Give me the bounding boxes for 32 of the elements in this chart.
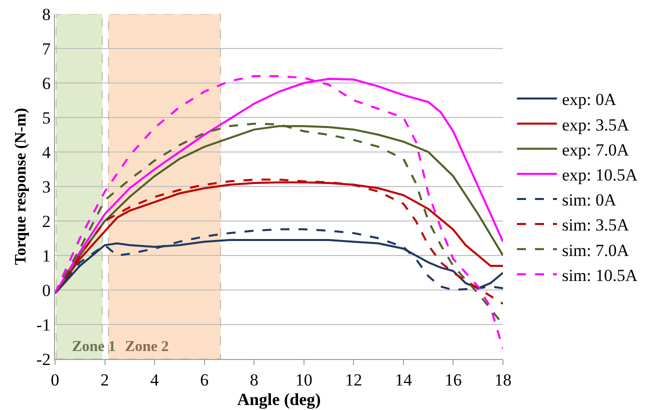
x-tick-label: 4 <box>150 370 160 390</box>
x-tick-label: 16 <box>444 370 462 390</box>
legend-label: sim: 10.5A <box>562 266 638 285</box>
x-tick-label: 6 <box>200 370 209 390</box>
legend-label: exp: 7.0A <box>562 140 630 160</box>
band-label: Zone 2 <box>125 339 169 355</box>
legend-label: sim: 7.0A <box>562 240 630 260</box>
x-tick-label: 10 <box>295 370 312 390</box>
x-axis-title: Angle (deg) <box>237 390 321 409</box>
y-tick-label: 2 <box>42 212 51 231</box>
y-tick-label: 1 <box>42 246 51 266</box>
legend-label: sim: 3.5A <box>562 216 630 235</box>
y-tick-label: 4 <box>42 142 52 162</box>
band-label: Zone 1 <box>72 339 116 355</box>
legend-label: exp: 10.5A <box>562 165 638 184</box>
y-tick-label: 3 <box>42 177 51 196</box>
y-tick-label: 5 <box>42 108 51 128</box>
legend-label: exp: 0A <box>562 90 617 110</box>
y-tick-label: 6 <box>42 74 51 93</box>
legend-label: sim: 0A <box>562 190 617 210</box>
y-tick-label: 8 <box>42 4 51 24</box>
legend-label: exp: 3.5A <box>562 115 630 134</box>
x-tick-label: 18 <box>494 370 512 390</box>
y-tick-label: -2 <box>36 350 51 369</box>
x-tick-label: 12 <box>345 370 362 390</box>
x-tick-label: 8 <box>250 370 258 390</box>
y-tick-label: 0 <box>42 280 51 300</box>
y-tick-label: 7 <box>42 39 52 58</box>
x-tick-label: 2 <box>100 370 110 390</box>
x-tick-label: 14 <box>394 370 412 390</box>
y-tick-label: -1 <box>36 315 51 334</box>
y-axis-title: Torque response (N-m) <box>12 108 30 266</box>
